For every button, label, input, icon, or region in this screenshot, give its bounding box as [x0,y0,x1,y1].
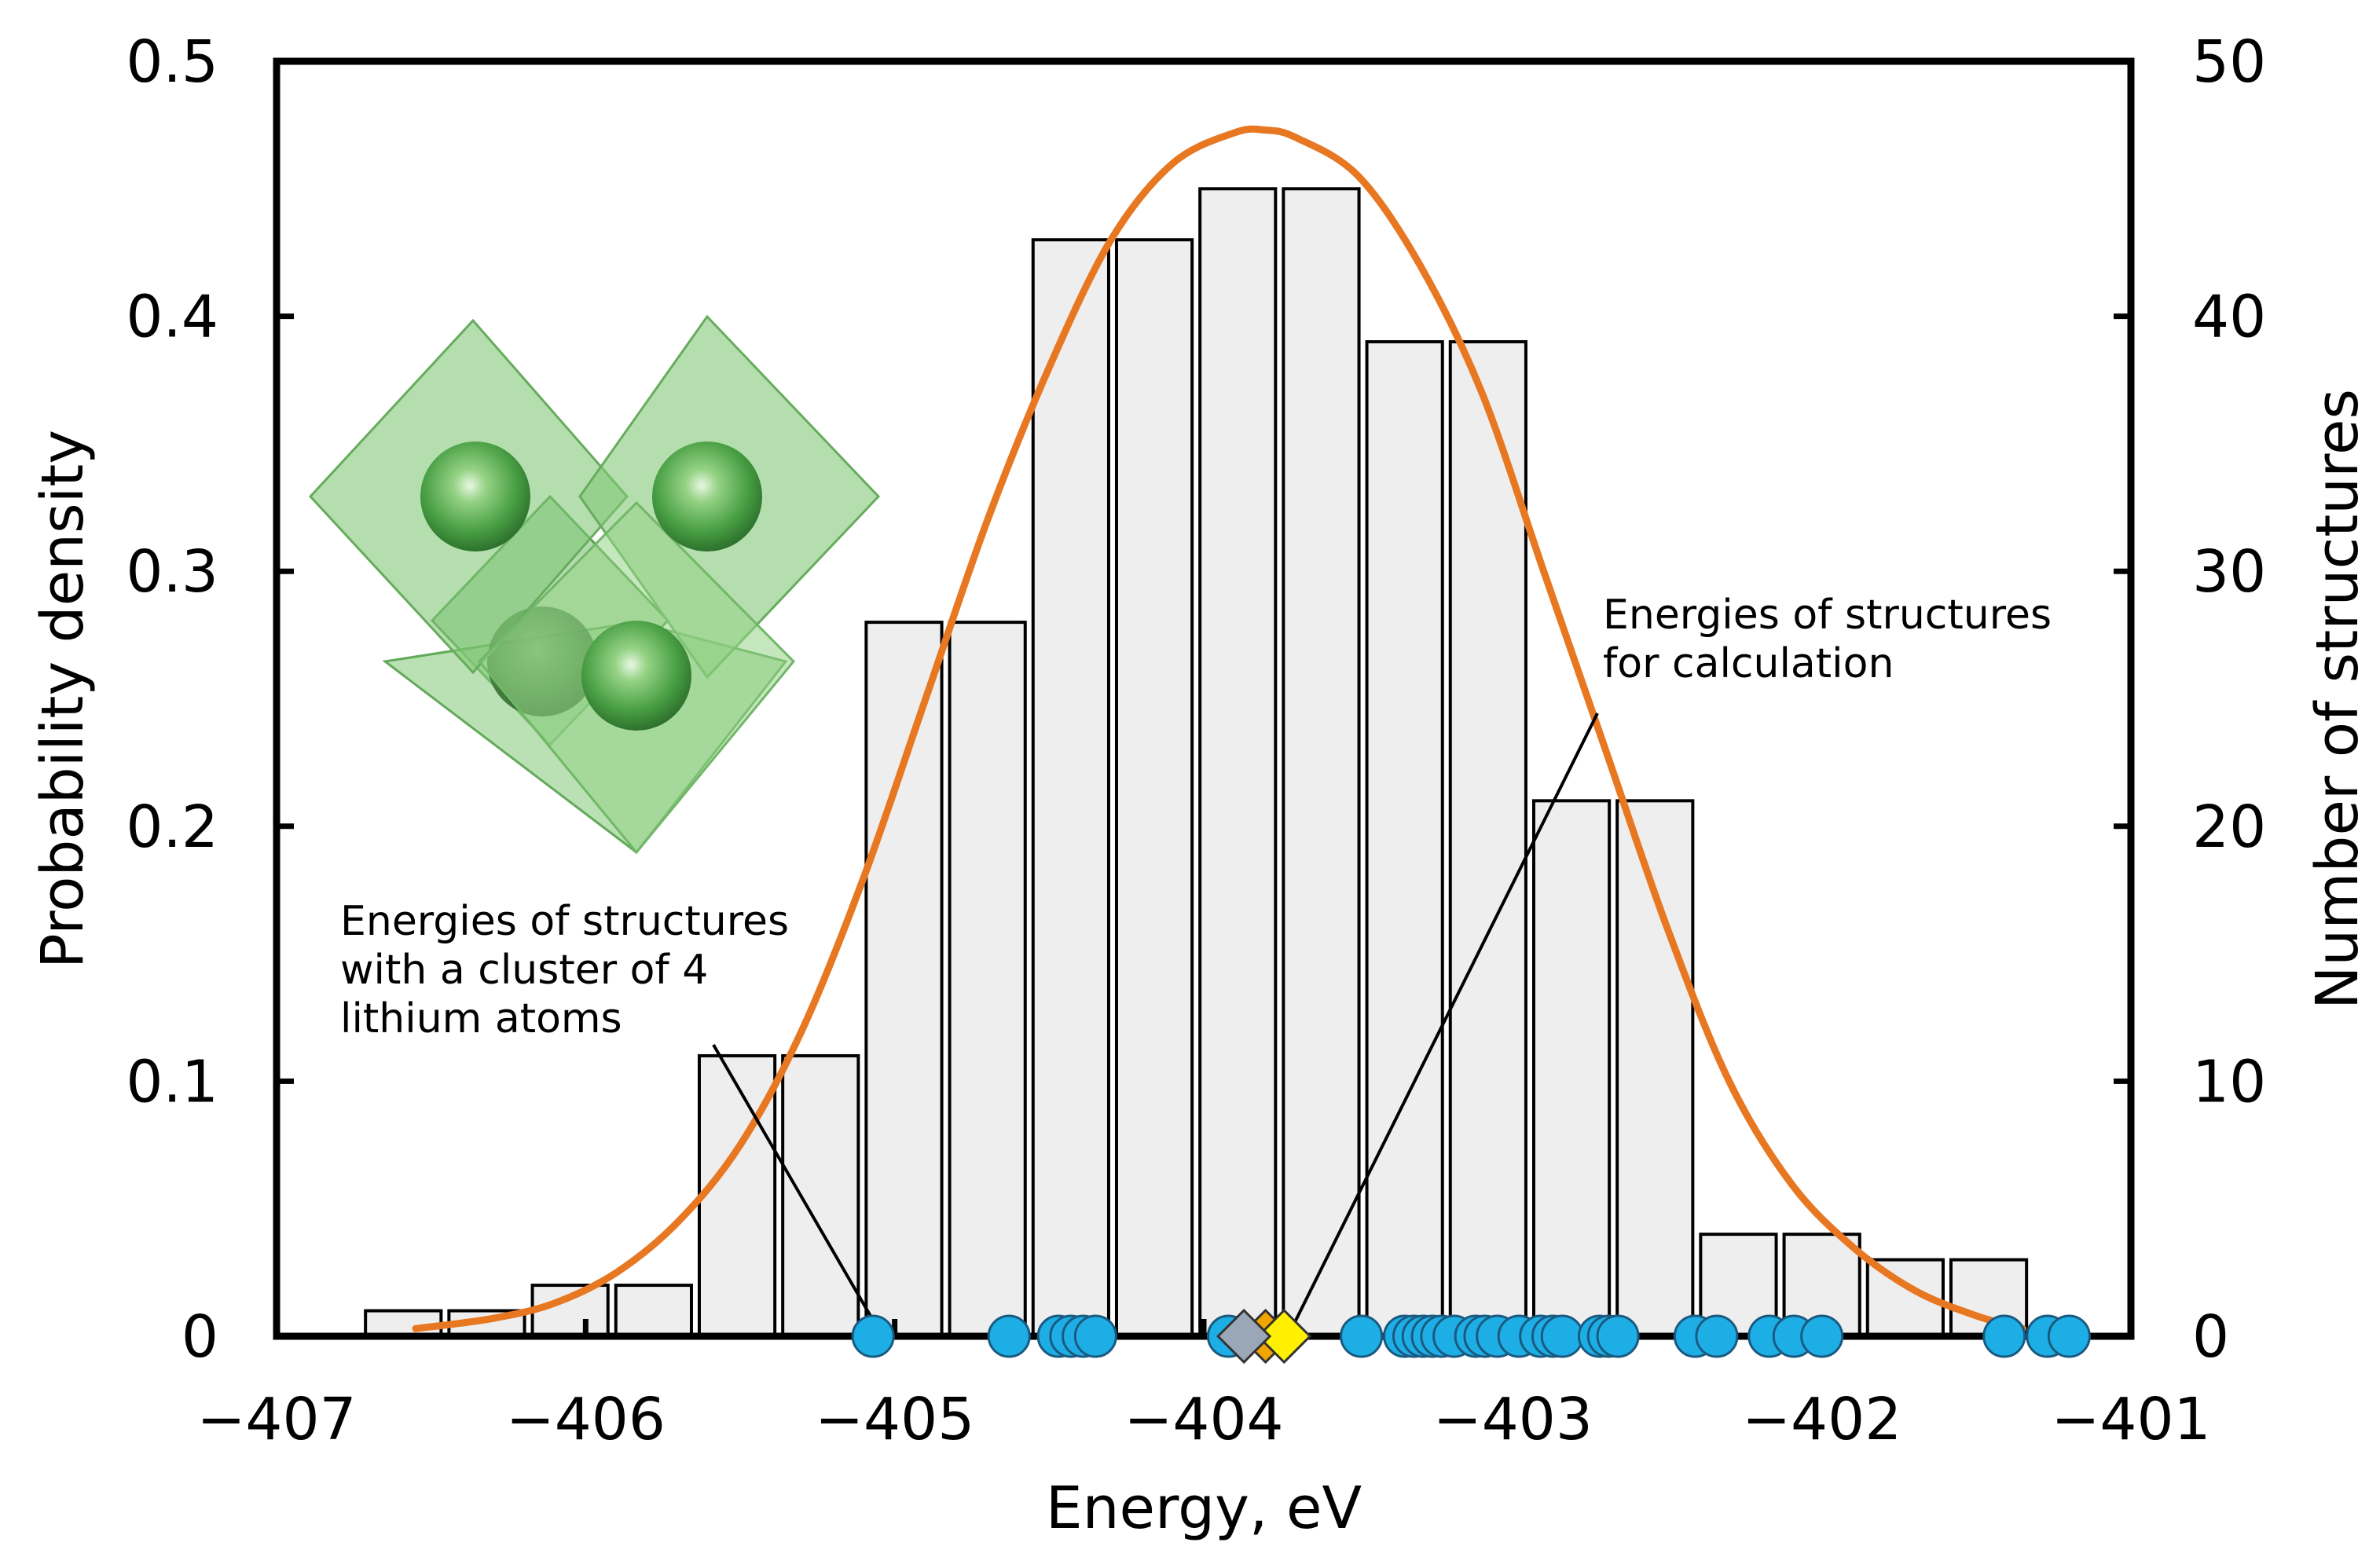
calculation-annotation-leader [1289,713,1599,1332]
cluster-annotation-text: Energies of structures with a cluster of… [340,898,802,1042]
histogram-bar [697,1053,777,1338]
histogram-bar [864,621,944,1338]
histogram-bar [614,1284,693,1338]
lithium-atom-3 [581,621,691,731]
y2-tick-label: 10 [2192,1048,2266,1116]
structure-energy-markers [851,1308,2091,1365]
histogram-bar [1114,238,1194,1339]
calculated-structure-point [1073,1314,1117,1358]
y-tick-label: 0.2 [126,793,218,861]
y-tick-label: 0.1 [126,1048,218,1116]
x-tick-label: −405 [815,1386,974,1453]
calculation-annotation-line-1: Energies of structures [1603,592,2052,639]
histogram-bar [1531,799,1612,1338]
histogram-bar [1365,340,1444,1338]
cluster-annotation-line-1: Energies of structures [340,898,789,945]
calculated-structure-point [851,1314,895,1358]
calculation-annotation-line-2: for calculation [1603,640,1894,687]
y-tick-label: 0.3 [126,538,218,606]
histogram-bar [1282,187,1361,1338]
cluster-annotation-leader [712,1043,882,1334]
y2-axis-title: Number of structures [2304,389,2371,1009]
y-tick-label: 0.5 [126,28,218,96]
histogram-bar [948,621,1027,1338]
x-tick-label: −404 [1124,1386,1283,1453]
histogram-bar [781,1053,860,1338]
y2-tick-label: 30 [2192,538,2266,606]
calculated-structure-point [1695,1314,1739,1358]
cluster-structure-diamond [1216,1308,1272,1365]
y2-tick-label: 0 [2192,1303,2229,1371]
histogram-bar [1615,799,1695,1338]
lithium-atom-2 [652,441,762,551]
histogram-bar [1031,238,1110,1339]
x-tick-label: −406 [506,1386,666,1453]
cluster-annotation-line-2: with a cluster of 4 [340,947,708,994]
calculated-structure-point [987,1314,1031,1358]
y-tick-label: 0.4 [126,284,218,351]
y-tick-label: 0 [182,1303,218,1371]
y-axis-title: Probability density [29,430,97,969]
cluster-annotation-line-3: lithium atoms [340,995,622,1042]
calculation-annotation-text: Energies of structures for calculation [1603,592,2065,687]
y2-tick-label: 40 [2192,284,2266,351]
calculated-structure-point [1340,1314,1384,1358]
calculated-structure-point [1800,1314,1844,1358]
lithium-atom-1 [420,441,530,551]
x-tick-label: −402 [1742,1386,1901,1453]
histogram-bar [1198,187,1278,1338]
axis-ticks: −407 −406 −405 −404 −403 −402 −401 0 0.1 0.2 0.3 0.… [126,28,2266,1453]
calculated-structure-point [1596,1314,1640,1358]
x-axis-title: Energy, eV [1046,1475,1362,1542]
fit-curve [412,125,2026,1332]
calculated-structure-point [2047,1314,2091,1358]
cluster-structure-diamond [1256,1308,1312,1365]
histogram-bar [1448,340,1527,1338]
y2-tick-label: 20 [2192,793,2266,861]
calculated-structure-point [1982,1314,2026,1358]
x-tick-label: −401 [2051,1386,2210,1453]
histogram-bar [530,1284,610,1338]
calculated-structure-point [1540,1314,1584,1358]
crystal-structure-illustration [308,314,881,855]
annotation-leader-lines [712,713,1599,1334]
x-tick-label: −407 [196,1386,356,1453]
x-tick-label: −403 [1433,1386,1593,1453]
y2-tick-label: 50 [2192,28,2266,96]
